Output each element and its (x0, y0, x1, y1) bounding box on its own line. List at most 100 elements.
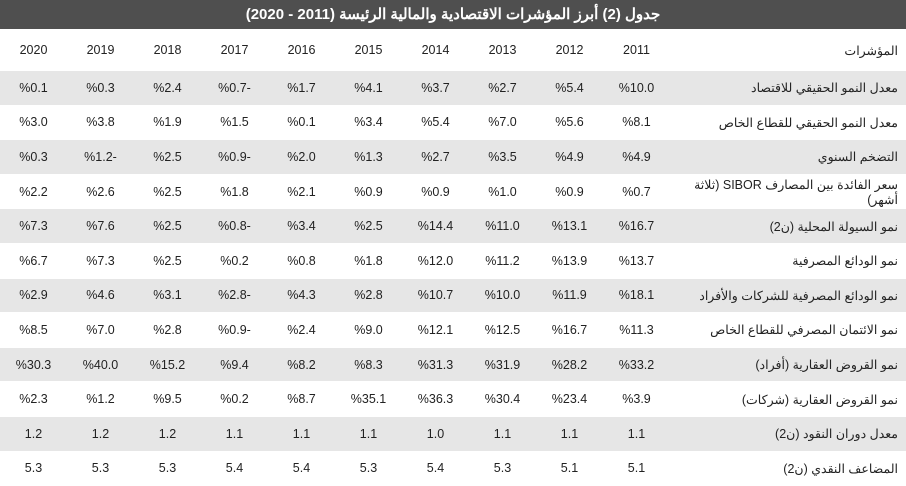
value-cell-text: %33.2 (618, 357, 655, 372)
value-cell-text: %5.4 (421, 115, 450, 130)
value-cell: 5.4 (402, 451, 469, 486)
value-cell-text: 5.1 (627, 461, 646, 476)
value-cell: 1.1 (268, 416, 335, 452)
value-cell: %12.1 (402, 312, 469, 348)
value-cell-text: %7.6 (86, 219, 115, 234)
value-cell: %14.4 (402, 208, 469, 244)
column-header: 2016 (268, 30, 335, 71)
value-cell: %1.2 (67, 381, 134, 417)
value-cell: %2.4 (134, 70, 201, 106)
row-label: المضاعف النقدي (ن2) (670, 451, 906, 486)
value-cell-text: %1.7 (287, 80, 316, 95)
column-header-text: 2020 (19, 43, 48, 57)
value-cell-text: %12.1 (417, 322, 454, 337)
column-header-text: 2018 (153, 43, 182, 57)
value-cell: 1.1 (335, 416, 402, 452)
value-cell: %9.4 (201, 347, 268, 383)
value-cell: %2.2 (0, 174, 67, 210)
row-label: نمو القروض العقارية (شركات) (670, 381, 906, 417)
value-cell: %2.4 (268, 312, 335, 348)
value-cell-text: %1.0 (488, 184, 517, 199)
column-header-text: المؤشرات (844, 43, 898, 58)
value-cell-text: %8.7 (287, 392, 316, 407)
value-cell: %10.0 (469, 278, 536, 314)
value-cell: %8.3 (335, 347, 402, 383)
value-cell-text: 5.3 (91, 461, 110, 476)
value-cell-text: 1.1 (359, 426, 378, 441)
row-label: نمو الودائع المصرفية للشركات والأفراد (670, 278, 906, 314)
column-header-text: 2013 (488, 43, 517, 57)
value-cell-text: %13.1 (551, 219, 588, 234)
value-cell: %33.2 (603, 347, 670, 383)
value-cell-text: %1.8 (220, 184, 249, 199)
value-cell: %36.3 (402, 381, 469, 417)
value-cell-text: %2.8- (218, 288, 251, 303)
row-label-text: نمو القروض العقارية (شركات) (741, 392, 898, 407)
value-cell-text: 1.1 (493, 426, 512, 441)
value-cell: %1.9 (134, 105, 201, 141)
data-row: المضاعف النقدي (ن2) 5.1 5.1 5.3 5.4 5.3 5.4 5.4… (0, 451, 906, 486)
value-cell-text: %5.4 (555, 80, 584, 95)
column-header: 2019 (67, 30, 134, 71)
data-row: معدل النمو الحقيقي للاقتصاد %10.0 %5.4 %2.7… (0, 70, 906, 106)
column-header: 2017 (201, 30, 268, 71)
value-cell: %8.7 (268, 381, 335, 417)
value-cell: %7.0 (67, 312, 134, 348)
value-cell: %13.9 (536, 243, 603, 279)
value-cell-text: %4.9 (555, 149, 584, 164)
column-header: 2014 (402, 30, 469, 71)
value-cell: %2.5 (134, 139, 201, 175)
value-cell-text: %11.2 (485, 253, 520, 268)
value-cell: %2.6 (67, 174, 134, 210)
value-cell-text: 1.1 (560, 426, 579, 441)
value-cell: %4.9 (536, 139, 603, 175)
value-cell-text: %2.5 (153, 219, 182, 234)
value-cell-text: %0.1 (19, 80, 48, 95)
value-cell-text: %7.0 (488, 115, 517, 130)
value-cell-text: 5.3 (493, 461, 512, 476)
row-label: سعر الفائدة بين المصارف SIBOR (ثلاثة أشه… (670, 174, 906, 210)
value-cell-text: %2.1 (287, 184, 316, 199)
value-cell: %2.5 (134, 243, 201, 279)
value-cell: %1.8 (335, 243, 402, 279)
value-cell: %8.1 (603, 105, 670, 141)
value-cell-text: %10.7 (417, 288, 454, 303)
value-cell-text: %23.4 (551, 392, 588, 407)
row-label-text: نمو القروض العقارية (أفراد) (755, 358, 898, 373)
value-cell-text: %2.8 (153, 322, 182, 337)
value-cell-text: %12.0 (417, 253, 454, 268)
value-cell: %23.4 (536, 381, 603, 417)
value-cell-text: %9.5 (153, 392, 182, 407)
value-cell: %0.9 (536, 174, 603, 210)
value-cell: %15.2 (134, 347, 201, 383)
value-cell: %0.9- (201, 139, 268, 175)
data-row: معدل النمو الحقيقي للقطاع الخاص %8.1 %5.6%… (0, 105, 906, 141)
value-cell-text: %1.2 (86, 392, 115, 407)
value-cell-text: 5.4 (225, 461, 244, 476)
value-cell: 5.3 (67, 451, 134, 486)
value-cell-text: %4.1 (354, 80, 383, 95)
value-cell: %4.1 (335, 70, 402, 106)
row-label: نمو القروض العقارية (أفراد) (670, 347, 906, 383)
value-cell: %2.8- (201, 278, 268, 314)
value-cell: %9.5 (134, 381, 201, 417)
value-cell: %6.7 (0, 243, 67, 279)
value-cell: %1.3 (335, 139, 402, 175)
row-label: معدل دوران النقود (ن2) (670, 416, 906, 452)
column-header: 2015 (335, 30, 402, 71)
value-cell-text: 1.1 (627, 426, 646, 441)
value-cell: %0.7- (201, 70, 268, 106)
value-cell-text: %3.5 (488, 149, 517, 164)
value-cell: %2.5 (335, 208, 402, 244)
value-cell: 1.0 (402, 416, 469, 452)
value-cell-text: %8.5 (19, 322, 48, 337)
value-cell-text: %15.2 (149, 357, 186, 372)
value-cell-text: %2.5 (354, 219, 383, 234)
value-cell-text: %4.9 (622, 149, 651, 164)
value-cell-text: %6.7 (19, 253, 48, 268)
value-cell: %7.6 (67, 208, 134, 244)
value-cell-text: %2.8 (354, 288, 383, 303)
row-label: نمو الودائع المصرفية (670, 243, 906, 279)
value-cell-text: %18.1 (618, 288, 655, 303)
